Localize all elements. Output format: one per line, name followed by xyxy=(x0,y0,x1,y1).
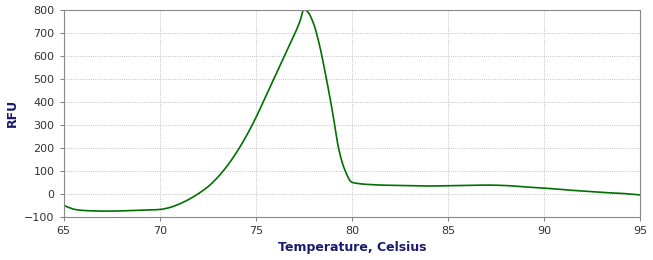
X-axis label: Temperature, Celsius: Temperature, Celsius xyxy=(278,242,426,255)
Y-axis label: RFU: RFU xyxy=(6,99,18,127)
